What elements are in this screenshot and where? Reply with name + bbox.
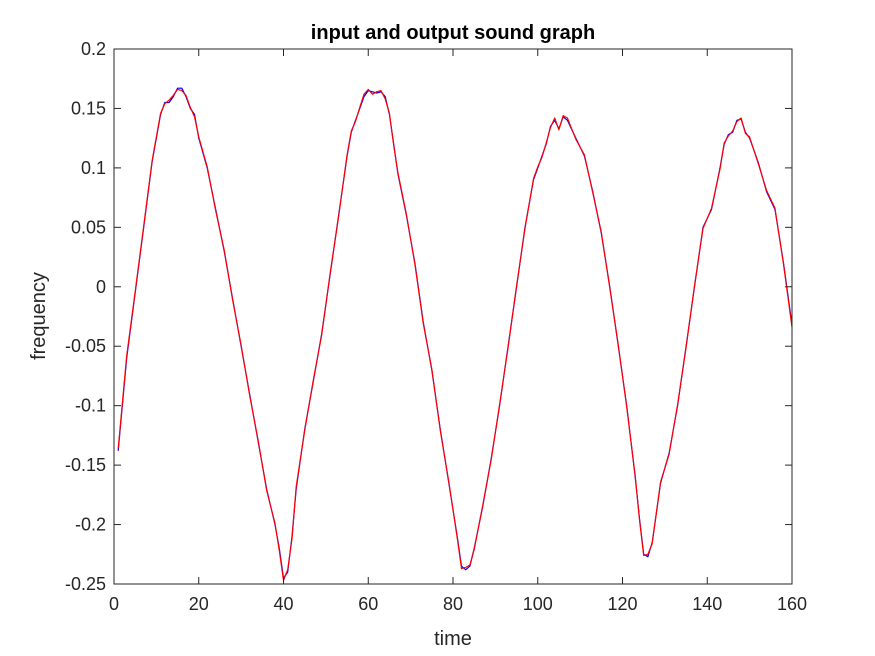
series-line-red bbox=[117, 88, 793, 582]
x-tick-label: 80 bbox=[443, 594, 463, 614]
y-tick-label: 0.1 bbox=[81, 158, 106, 178]
x-axis-label: time bbox=[434, 628, 472, 650]
x-tick-label: 100 bbox=[523, 594, 553, 614]
y-tick-label: -0.1 bbox=[75, 396, 106, 416]
y-tick-label: 0.15 bbox=[71, 98, 106, 118]
x-tick-label: 160 bbox=[777, 594, 807, 614]
x-tick-label: 60 bbox=[358, 594, 378, 614]
y-tick-label: 0.05 bbox=[71, 217, 106, 237]
x-tick-label: 20 bbox=[189, 594, 209, 614]
chart-title: input and output sound graph bbox=[311, 22, 595, 44]
y-tick-label: -0.25 bbox=[65, 574, 106, 594]
x-tick-label: 140 bbox=[692, 594, 722, 614]
y-tick-label: 0.2 bbox=[81, 39, 106, 59]
y-tick-label: -0.05 bbox=[65, 336, 106, 356]
y-tick-label: -0.2 bbox=[75, 515, 106, 535]
ticks-layer: 0 20 40 60 80 100 120 140 160 -0.25 -0.2 -0.15 -0.1 -… bbox=[65, 39, 807, 614]
y-axis-label: frequency bbox=[28, 272, 50, 360]
series-layer bbox=[117, 87, 793, 582]
x-tick-label: 40 bbox=[273, 594, 293, 614]
plot-area bbox=[114, 49, 792, 584]
x-tick-label: 0 bbox=[109, 594, 119, 614]
y-tick-label: -0.15 bbox=[65, 455, 106, 475]
y-tick-label: 0 bbox=[96, 277, 106, 297]
x-tick-label: 120 bbox=[607, 594, 637, 614]
